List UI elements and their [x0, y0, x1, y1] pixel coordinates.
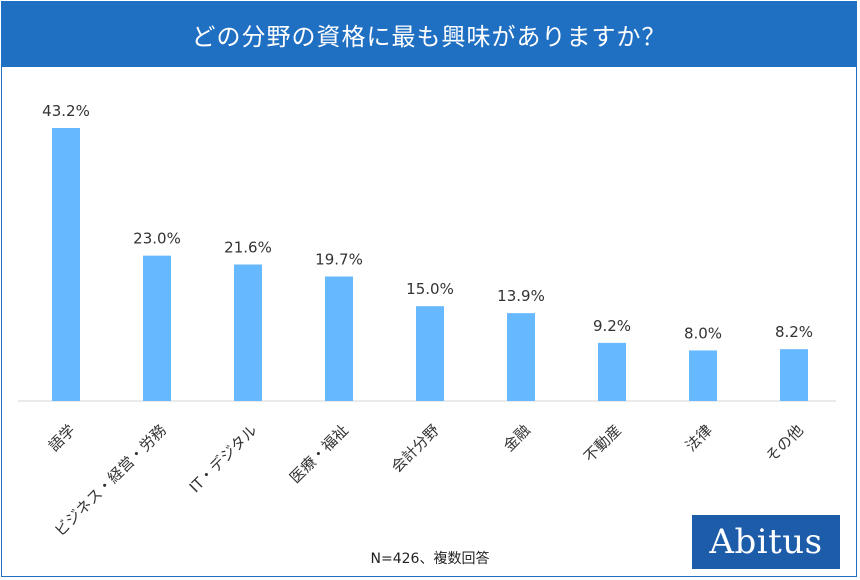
- category-label-2: IT・デジタル: [186, 421, 261, 496]
- value-label-4: 15.0%: [406, 280, 454, 298]
- category-label-4: 会計分野: [388, 421, 443, 476]
- bar-2: [234, 264, 262, 401]
- value-label-1: 23.0%: [133, 230, 181, 248]
- category-label-5: 金融: [500, 421, 534, 455]
- sample-note: N=426、複数回答: [370, 551, 490, 567]
- category-label-7: 法律: [682, 421, 716, 455]
- category-label-0: 語学: [45, 421, 79, 455]
- bar-7: [689, 350, 717, 401]
- value-label-6: 9.2%: [593, 317, 631, 335]
- bar-6: [598, 342, 626, 401]
- bar-0: [52, 128, 80, 401]
- value-label-0: 43.2%: [42, 102, 90, 120]
- bar-3: [325, 276, 353, 401]
- category-label-3: 医療・福祉: [286, 421, 352, 487]
- bar-4: [416, 306, 444, 401]
- value-label-2: 21.6%: [224, 239, 272, 257]
- bar-1: [143, 255, 171, 401]
- chart-title: どの分野の資格に最も興味がありますか？: [2, 2, 856, 67]
- bar-8: [780, 349, 808, 401]
- value-label-7: 8.0%: [684, 324, 722, 342]
- value-label-5: 13.9%: [497, 287, 545, 305]
- bar-5: [507, 313, 535, 401]
- category-label-8: その他: [762, 421, 807, 466]
- category-label-6: 不動産: [580, 421, 625, 466]
- value-label-8: 8.2%: [775, 323, 813, 341]
- value-label-3: 19.7%: [315, 251, 363, 269]
- abitus-logo: Abitus: [692, 515, 840, 569]
